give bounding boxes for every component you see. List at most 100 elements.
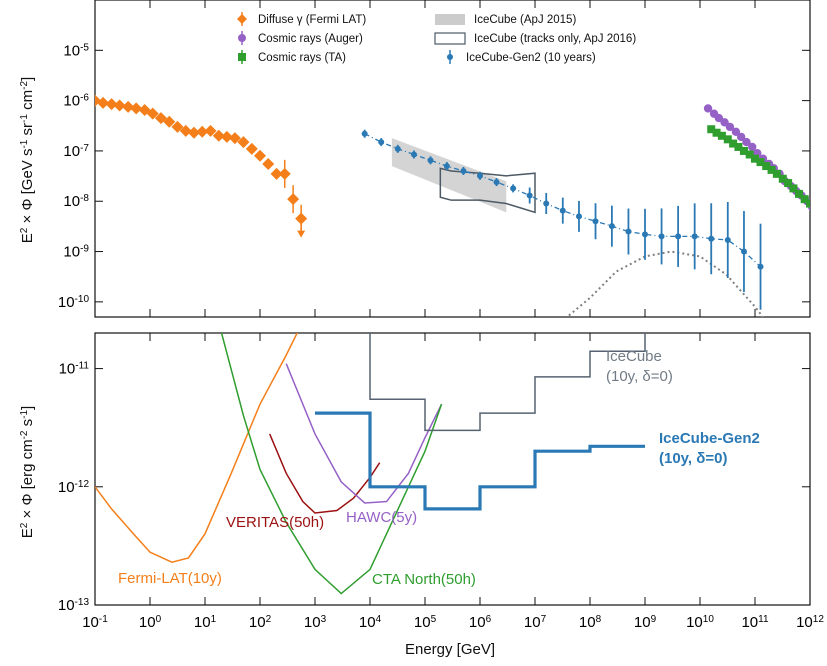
fermi-point xyxy=(171,120,184,133)
x-tick-label: 109 xyxy=(634,614,657,632)
gen2-point xyxy=(493,179,500,186)
top-y-tick-label: 10-5 xyxy=(63,42,89,60)
top-y-tick-label: 10-6 xyxy=(63,92,89,110)
top-panel-frame xyxy=(94,0,811,318)
fermi-point xyxy=(187,126,200,139)
legend: Diffuse γ (Fermi LAT) Cosmic rays (Auger)… xyxy=(237,12,636,64)
x-tick-label: 108 xyxy=(579,614,602,632)
legend-label: Cosmic rays (Auger) xyxy=(258,33,363,45)
gen2-point xyxy=(740,248,747,255)
gen2-point xyxy=(526,192,533,199)
ta-point xyxy=(778,174,787,183)
gen2-point xyxy=(675,233,682,240)
legend-marker xyxy=(238,53,246,61)
ta-point xyxy=(739,146,748,155)
gen2-point xyxy=(625,228,632,235)
top-y-axis-title: E2 × Φ [GeV s-1 sr-1 cm-2] xyxy=(19,77,37,243)
x-tick-label: 100 xyxy=(139,614,162,632)
fermi-point xyxy=(245,142,258,155)
fermi-point xyxy=(204,124,217,137)
legend-marker xyxy=(238,34,246,42)
gen2-point xyxy=(592,218,599,225)
auger-point xyxy=(703,104,713,113)
fermi-point xyxy=(146,107,159,120)
ta-point xyxy=(800,195,809,204)
fermi-point xyxy=(270,167,283,180)
sensitivity-curve-4 xyxy=(369,333,646,432)
x-tick-label: 10-1 xyxy=(82,614,108,632)
fermi-point xyxy=(212,129,225,142)
gen2-point xyxy=(575,213,582,220)
ta-point xyxy=(723,135,732,144)
x-axis-tick-labels: 10-1 100 101 102 103 104 105 106 107 108 109 1010 10… xyxy=(82,614,824,632)
fermi-point xyxy=(122,100,135,113)
top-panel: 10-10 10-9 10-8 10-7 10-6 10-5 Diffuse γ (Ferm… xyxy=(58,0,827,318)
ta-point xyxy=(806,199,810,208)
gen2-point xyxy=(443,163,450,170)
x-tick-label: 102 xyxy=(249,614,272,632)
ta-point xyxy=(707,125,716,134)
fermi-lat-label: Fermi-LAT(10y) xyxy=(118,570,222,587)
fermi-point xyxy=(196,125,209,138)
ta-point xyxy=(756,158,765,167)
gen2-point xyxy=(642,231,648,238)
series-1 xyxy=(361,129,764,310)
icecube-label-line1: IceCube xyxy=(606,348,662,365)
fermi-point xyxy=(262,157,275,170)
auger-point xyxy=(736,132,746,142)
ta-point xyxy=(745,150,754,159)
upper-limit-arrow xyxy=(297,230,306,238)
legend-item: IceCube (ApJ 2015) xyxy=(435,14,576,26)
icecube-gen2-label-line2: (10y, δ=0) xyxy=(659,450,727,467)
fermi-point xyxy=(163,115,176,128)
legend-marker xyxy=(435,14,465,25)
ta-point xyxy=(717,131,726,140)
auger-point xyxy=(748,142,757,152)
bottom-y-tick-label: 10-12 xyxy=(58,478,90,496)
bottom-plot-area xyxy=(95,333,646,595)
sensitivity-curve-2 xyxy=(285,363,443,504)
legend-item: IceCube (tracks only, ApJ 2016) xyxy=(434,32,636,45)
gen2-point xyxy=(708,235,715,242)
veritas-label: VERITAS(50h) xyxy=(226,514,324,531)
gen2-point xyxy=(510,185,517,192)
icecube-label-line2: (10y, δ=0) xyxy=(606,368,673,385)
legend-label: IceCube (ApJ 2015) xyxy=(474,14,576,26)
legend-label: IceCube-Gen2 (10 years) xyxy=(466,52,596,64)
x-tick-label: 105 xyxy=(414,614,437,632)
bottom-y-axis-title: E2 × Φ [erg cm-2 s-1] xyxy=(19,406,37,538)
sensitivity-curve-3 xyxy=(220,333,443,595)
icecube-gen2-label-line1: IceCube-Gen2 xyxy=(659,430,760,447)
ta-point xyxy=(817,215,825,223)
legend-label: Cosmic rays (TA) xyxy=(258,52,346,64)
ta-point xyxy=(784,179,793,188)
x-tick-label: 101 xyxy=(194,614,217,632)
ta-point xyxy=(751,154,759,163)
x-tick-label: 106 xyxy=(469,614,492,632)
gen2-point xyxy=(410,151,417,158)
x-tick-label: 1010 xyxy=(686,614,714,632)
top-y-tick-label: 10-9 xyxy=(63,243,89,261)
ta-point xyxy=(762,162,771,171)
x-axis-title: Energy [GeV] xyxy=(405,641,495,658)
legend-label: IceCube (tracks only, ApJ 2016) xyxy=(474,33,636,45)
sensitivity-curve-1 xyxy=(268,433,381,514)
gen2-point xyxy=(460,167,467,174)
bottom-panel-frame xyxy=(94,332,811,606)
top-plot-area xyxy=(95,94,827,317)
ta-point xyxy=(823,228,827,236)
gen2-point xyxy=(378,139,385,146)
sensitivity-curve-0 xyxy=(95,333,298,564)
gen2-point xyxy=(608,223,615,230)
fermi-point xyxy=(287,193,300,206)
bottom-y-tick-label: 10-13 xyxy=(58,597,90,615)
x-tick-label: 1011 xyxy=(741,614,769,632)
fermi-point xyxy=(130,102,143,115)
ta-point xyxy=(794,189,803,198)
x-tick-label: 1012 xyxy=(796,614,824,632)
gen2-point xyxy=(394,145,401,152)
x-tick-label: 103 xyxy=(304,614,327,632)
top-y-tick-label: 10-7 xyxy=(63,142,89,160)
legend-label: Diffuse γ (Fermi LAT) xyxy=(258,14,366,26)
